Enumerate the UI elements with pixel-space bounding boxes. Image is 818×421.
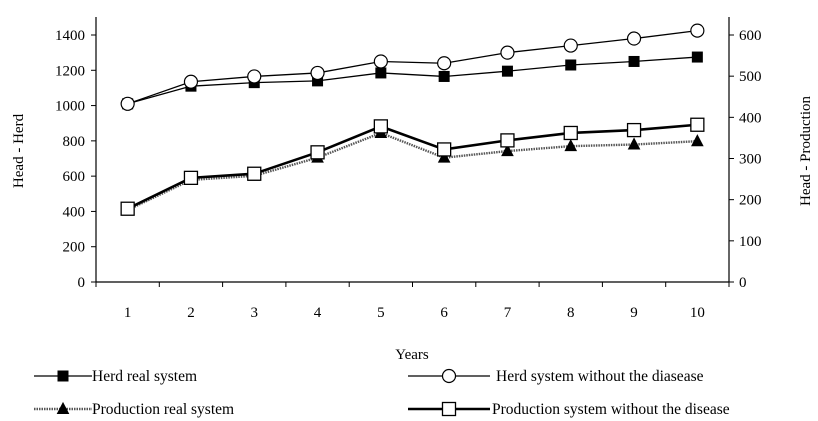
legend-label: Production real system [92, 401, 234, 418]
series-2 [121, 125, 704, 215]
y-left-tick-label: 1400 [55, 28, 85, 44]
data-point [626, 122, 642, 138]
series-1 [120, 23, 705, 111]
series-layer [120, 23, 705, 216]
data-point [691, 51, 703, 63]
x-tick-label: 10 [690, 305, 705, 321]
legend-label: Herd real system [92, 368, 197, 385]
data-point [436, 142, 452, 157]
legend-item-0: Herd real system [34, 368, 197, 385]
y-right-tick-label: 0 [739, 275, 747, 291]
x-tick-label: 6 [440, 305, 448, 321]
y-left-tick-label: 1000 [55, 99, 85, 115]
data-point [690, 117, 705, 132]
y-right-tick-label: 100 [739, 234, 762, 250]
x-tick-label: 2 [187, 305, 195, 321]
y-left-tick-label: 600 [63, 169, 86, 185]
legend-marker [441, 368, 457, 384]
data-point [438, 70, 450, 82]
y-axis-right-label: Head - Production [798, 96, 814, 206]
x-tick-label: 3 [251, 305, 259, 321]
legend-item-2: Production real system [34, 401, 234, 418]
data-point [310, 145, 325, 160]
data-point [120, 96, 135, 111]
data-point [500, 133, 515, 148]
y-right-tick-label: 400 [739, 110, 762, 126]
y-left-tick-label: 0 [78, 275, 86, 291]
series-line [127, 56, 698, 105]
legend: Herd real system Herd system without the … [34, 368, 730, 418]
y-right-tick-label: 600 [739, 28, 762, 44]
data-point [183, 170, 199, 185]
y-left-tick-label: 200 [63, 240, 86, 256]
axes: 0 200 400 600 800 1000 1200 1400 0 100 200 300 400 50… [55, 17, 762, 321]
series-line [127, 29, 698, 105]
y-right-tick-label: 300 [739, 152, 762, 168]
x-tick-label: 1 [124, 305, 132, 321]
data-point [564, 139, 578, 152]
x-tick-label: 9 [630, 305, 638, 321]
data-point [373, 54, 388, 69]
y-axis-left-label: Head - Herd [11, 113, 27, 188]
data-point [247, 69, 262, 84]
y-right-tick-label: 500 [739, 69, 762, 85]
x-tick-label: 8 [567, 305, 575, 321]
data-point [501, 65, 513, 77]
data-point [691, 134, 704, 147]
legend-label: Production system without the disease [492, 401, 730, 418]
data-point [690, 23, 705, 38]
y-right-tick-label: 200 [739, 193, 762, 209]
data-point [565, 59, 577, 71]
series-3 [120, 117, 705, 216]
series-line [127, 131, 698, 212]
x-tick-label: 7 [504, 305, 512, 321]
data-point [373, 119, 389, 134]
legend-item-3: Production system without the disease [408, 401, 730, 418]
data-point [375, 67, 387, 79]
legend-label: Herd system without the diasease [496, 368, 704, 385]
x-tick-label: 4 [314, 305, 322, 321]
data-point [437, 56, 452, 71]
data-point [183, 74, 199, 89]
data-point [626, 31, 642, 46]
legend-item-1: Herd system without the diasease [408, 368, 704, 385]
x-axis-label: Years [395, 347, 429, 363]
series-line [127, 123, 698, 210]
data-point [500, 45, 515, 60]
data-point [627, 137, 641, 150]
data-point [310, 65, 325, 81]
y-left-tick-label: 400 [63, 204, 86, 220]
data-point [563, 125, 578, 141]
data-point [437, 150, 451, 163]
data-point [501, 144, 514, 157]
legend-marker [56, 401, 70, 414]
y-left-tick-label: 1200 [55, 63, 85, 79]
y-left-tick-label: 800 [63, 134, 86, 150]
data-point [120, 201, 135, 216]
data-point [563, 38, 578, 53]
data-point [628, 55, 640, 67]
legend-marker [57, 370, 69, 382]
x-tick-label: 5 [377, 305, 385, 321]
legend-marker [441, 401, 457, 417]
data-point [247, 166, 262, 181]
